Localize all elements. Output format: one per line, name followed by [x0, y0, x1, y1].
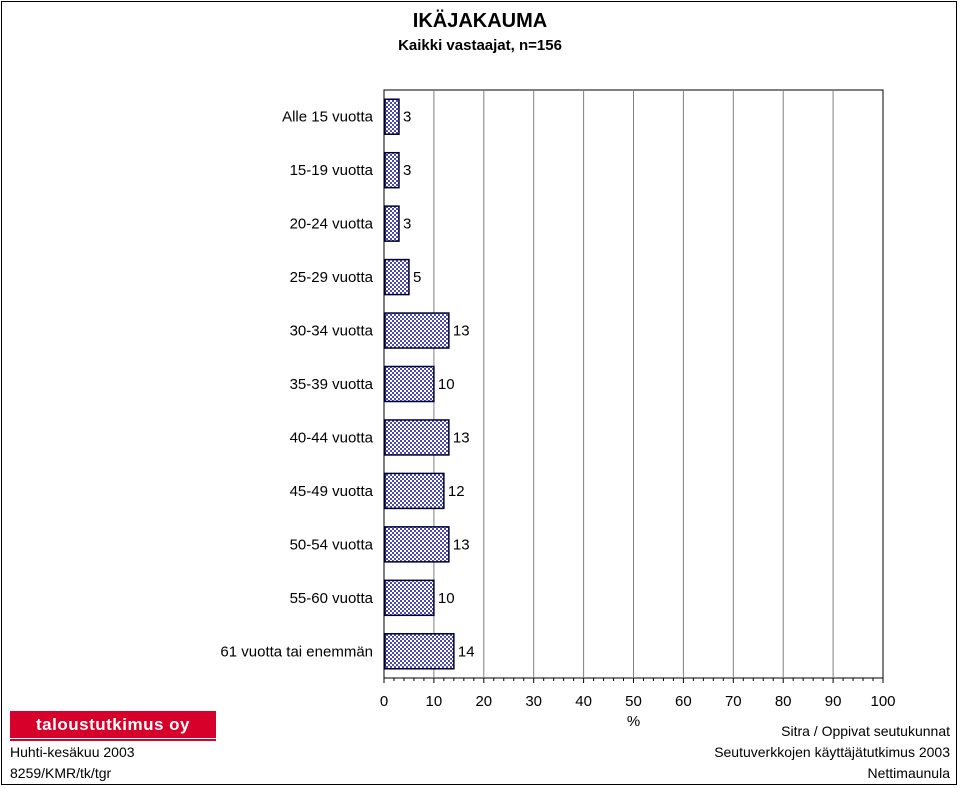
- bar-2: [384, 205, 400, 242]
- x-tick-label: 0: [380, 693, 388, 710]
- x-tick-label: 60: [675, 693, 692, 710]
- category-label: 15-19 vuotta: [290, 162, 374, 179]
- data-label: 13: [453, 323, 470, 340]
- category-label: 20-24 vuotta: [290, 216, 374, 233]
- category-label: 40-44 vuotta: [290, 429, 374, 446]
- footer-date: Huhti-kesäkuu 2003: [10, 744, 135, 760]
- chart-subtitle: Kaikki vastaajat, n=156: [398, 37, 562, 54]
- grid-lines: [383, 89, 884, 683]
- labels: 0 10 20 30 40 50 60 70 80 90 100% Alle 15 vuotta 3 15…: [220, 109, 895, 730]
- data-label: 14: [458, 643, 475, 660]
- bar-6: [384, 419, 450, 456]
- data-label: 13: [453, 429, 470, 446]
- bar-4: [384, 312, 450, 349]
- category-label: 30-34 vuotta: [290, 323, 374, 340]
- x-tick-label: 10: [426, 693, 443, 710]
- data-label: 13: [453, 536, 470, 553]
- bar-5: [384, 365, 435, 403]
- x-tick-label: 20: [475, 693, 492, 710]
- bar-9: [384, 579, 435, 617]
- footer-client: Sitra / Oppivat seutukunnat: [781, 723, 950, 739]
- x-tick-label: 50: [625, 693, 642, 710]
- footer-code: 8259/KMR/tk/tgr: [10, 765, 112, 781]
- footer-study: Seutuverkkojen käyttäjätutkimus 2003: [714, 744, 950, 760]
- data-label: 3: [403, 109, 411, 126]
- x-tick-label: 100: [870, 693, 895, 710]
- x-tick-label: 90: [825, 693, 842, 710]
- bar-7: [384, 472, 445, 510]
- category-label: 55-60 vuotta: [290, 590, 374, 607]
- x-tick-label: 80: [775, 693, 792, 710]
- category-label: 61 vuotta tai enemmän: [220, 643, 373, 660]
- bar-10: [384, 633, 455, 670]
- bar-0: [384, 98, 400, 135]
- bar-1: [384, 151, 400, 189]
- x-tick-label: 40: [575, 693, 592, 710]
- x-axis-title: %: [627, 713, 640, 730]
- data-label: 12: [448, 483, 465, 500]
- x-tick-label: 30: [525, 693, 542, 710]
- company-logo: taloustutkimus oy: [10, 711, 216, 738]
- logo-text: taloustutkimus oy: [36, 715, 190, 734]
- data-label: 3: [403, 162, 411, 179]
- data-label: 10: [438, 376, 455, 393]
- chart-title: IKÄJAKAUMA: [412, 10, 548, 32]
- logo-underline: [10, 739, 216, 741]
- category-label: 35-39 vuotta: [290, 376, 374, 393]
- bars: [384, 98, 455, 670]
- category-label: Alle 15 vuotta: [282, 109, 374, 126]
- category-label: 45-49 vuotta: [290, 483, 374, 500]
- data-label: 3: [403, 216, 411, 233]
- bar-8: [384, 526, 450, 563]
- category-label: 25-29 vuotta: [290, 269, 374, 286]
- x-tick-label: 70: [725, 693, 742, 710]
- data-label: 10: [438, 590, 455, 607]
- bar-3: [384, 258, 410, 296]
- category-label: 50-54 vuotta: [290, 536, 374, 553]
- footer-site: Nettimaunula: [867, 765, 951, 781]
- data-label: 5: [413, 269, 421, 286]
